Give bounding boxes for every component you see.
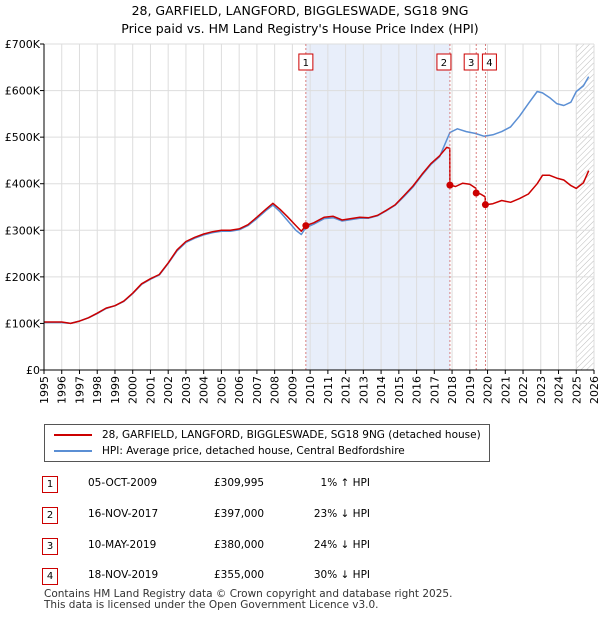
sale-label-box [481,53,497,71]
y-tick-label: £300K [5,224,41,237]
x-tick-label: 1997 [73,376,86,404]
transaction-price: £309,995 [214,477,265,489]
x-tick-label: 2010 [304,376,317,404]
sale-point [446,181,454,189]
x-tick-label: 2012 [340,376,353,404]
footer: Contains HM Land Registry data © Crown c… [44,589,452,611]
y-tick-label: £400K [5,178,41,191]
x-tick-label: 1999 [109,376,122,404]
x-tick-label: 2009 [286,376,299,404]
sale-label: 2 [441,58,447,69]
series-line-property [44,146,590,325]
sale-point [302,222,310,230]
x-tick-label: 2016 [411,376,424,404]
chart-subtitle: Price paid vs. HM Land Registry's House … [121,21,479,36]
transaction-date: 16-NOV-2017 [88,508,159,520]
x-tick-label: 2005 [215,376,228,404]
legend-item-hpi: HPI: Average price, detached house, Cent… [45,443,405,459]
x-tick-label: 2007 [251,376,264,404]
x-tick-label: 2006 [233,376,246,404]
transaction-date: 05-OCT-2009 [88,477,157,489]
x-tick-label: 1995 [38,376,51,404]
sale-label-box [436,53,452,71]
x-tick-label: 2026 [588,376,600,404]
x-tick-label: 2022 [517,376,530,404]
transaction-row-4: 4 18-NOV-2019 £355,000 30% ↓ HPI [0,568,600,590]
transaction-row-2: 2 16-NOV-2017 £397,000 23% ↓ HPI [0,507,600,529]
x-tick-label: 2015 [393,376,406,404]
legend: 28, GARFIELD, LANGFORD, BIGGLESWADE, SG1… [44,424,490,462]
transaction-price: £355,000 [214,569,265,581]
sale-point [472,189,480,197]
transaction-badge: 2 [42,507,58,524]
highlight-band [305,44,450,370]
transaction-row-3: 3 10-MAY-2019 £380,000 24% ↓ HPI [0,538,600,560]
transaction-date: 10-MAY-2019 [88,539,157,551]
x-tick-label: 2001 [144,376,157,404]
sale-point [481,201,489,209]
transaction-hpi: 30% ↓ HPI [313,569,370,581]
x-tick-label: 2025 [570,376,583,404]
transaction-badge: 1 [42,476,58,493]
x-tick-label: 2000 [127,376,140,404]
x-tick-label: 2013 [357,376,370,404]
transaction-row-1: 1 05-OCT-2009 £309,995 1% ↑ HPI [0,476,600,498]
x-tick-label: 2003 [180,376,193,404]
x-tick-label: 2014 [375,376,388,404]
x-tick-label: 2004 [198,376,211,404]
legend-label-property: 28, GARFIELD, LANGFORD, BIGGLESWADE, SG1… [102,429,481,441]
x-tick-label: 2018 [446,376,459,404]
x-tick-label: 2020 [482,376,495,404]
transaction-price: £397,000 [214,508,265,520]
legend-swatch-blue [54,450,92,452]
x-tick-label: 2021 [499,376,512,404]
y-tick-label: £700K [5,38,41,51]
legend-item-property: 28, GARFIELD, LANGFORD, BIGGLESWADE, SG1… [45,427,481,443]
y-tick-label: £600K [5,85,41,98]
price-chart: 1 2 3 4 £0 £100K £200K £300K £400K £500K £600K £70… [5,38,600,404]
chart-title: 28, GARFIELD, LANGFORD, BIGGLESWADE, SG1… [131,3,469,18]
sale-label-box [298,53,314,71]
future-hatch [576,44,594,370]
transaction-badge: 4 [42,568,58,585]
sale-label: 4 [486,58,492,69]
x-tick-label: 1998 [91,376,104,404]
transaction-hpi: 24% ↓ HPI [313,539,370,551]
x-tick-label: 2023 [535,376,548,404]
sale-label: 3 [468,58,474,69]
footer-line-1: Contains HM Land Registry data © Crown c… [44,588,453,600]
y-tick-label: £500K [5,131,41,144]
sale-label: 1 [303,58,309,69]
legend-swatch-red [54,434,92,436]
x-tick-label: 2024 [553,376,566,404]
y-tick-label: £100K [5,317,41,330]
transaction-badge: 3 [42,538,58,555]
x-tick-label: 1996 [56,376,69,404]
transaction-hpi: 1% ↑ HPI [320,477,370,489]
x-tick-label: 2002 [162,376,175,404]
y-tick-label: £200K [5,271,41,284]
transaction-hpi: 23% ↓ HPI [313,508,370,520]
x-tick-label: 2017 [428,376,441,404]
transaction-price: £380,000 [214,539,265,551]
legend-label-hpi: HPI: Average price, detached house, Cent… [102,445,405,457]
footer-line-2: This data is licensed under the Open Gov… [44,599,379,611]
transaction-date: 18-NOV-2019 [88,569,159,581]
sale-label-box [463,53,479,71]
y-tick-label: £0 [26,364,40,377]
x-tick-label: 2011 [322,376,335,404]
x-tick-label: 2008 [269,376,282,404]
x-tick-label: 2019 [464,376,477,404]
